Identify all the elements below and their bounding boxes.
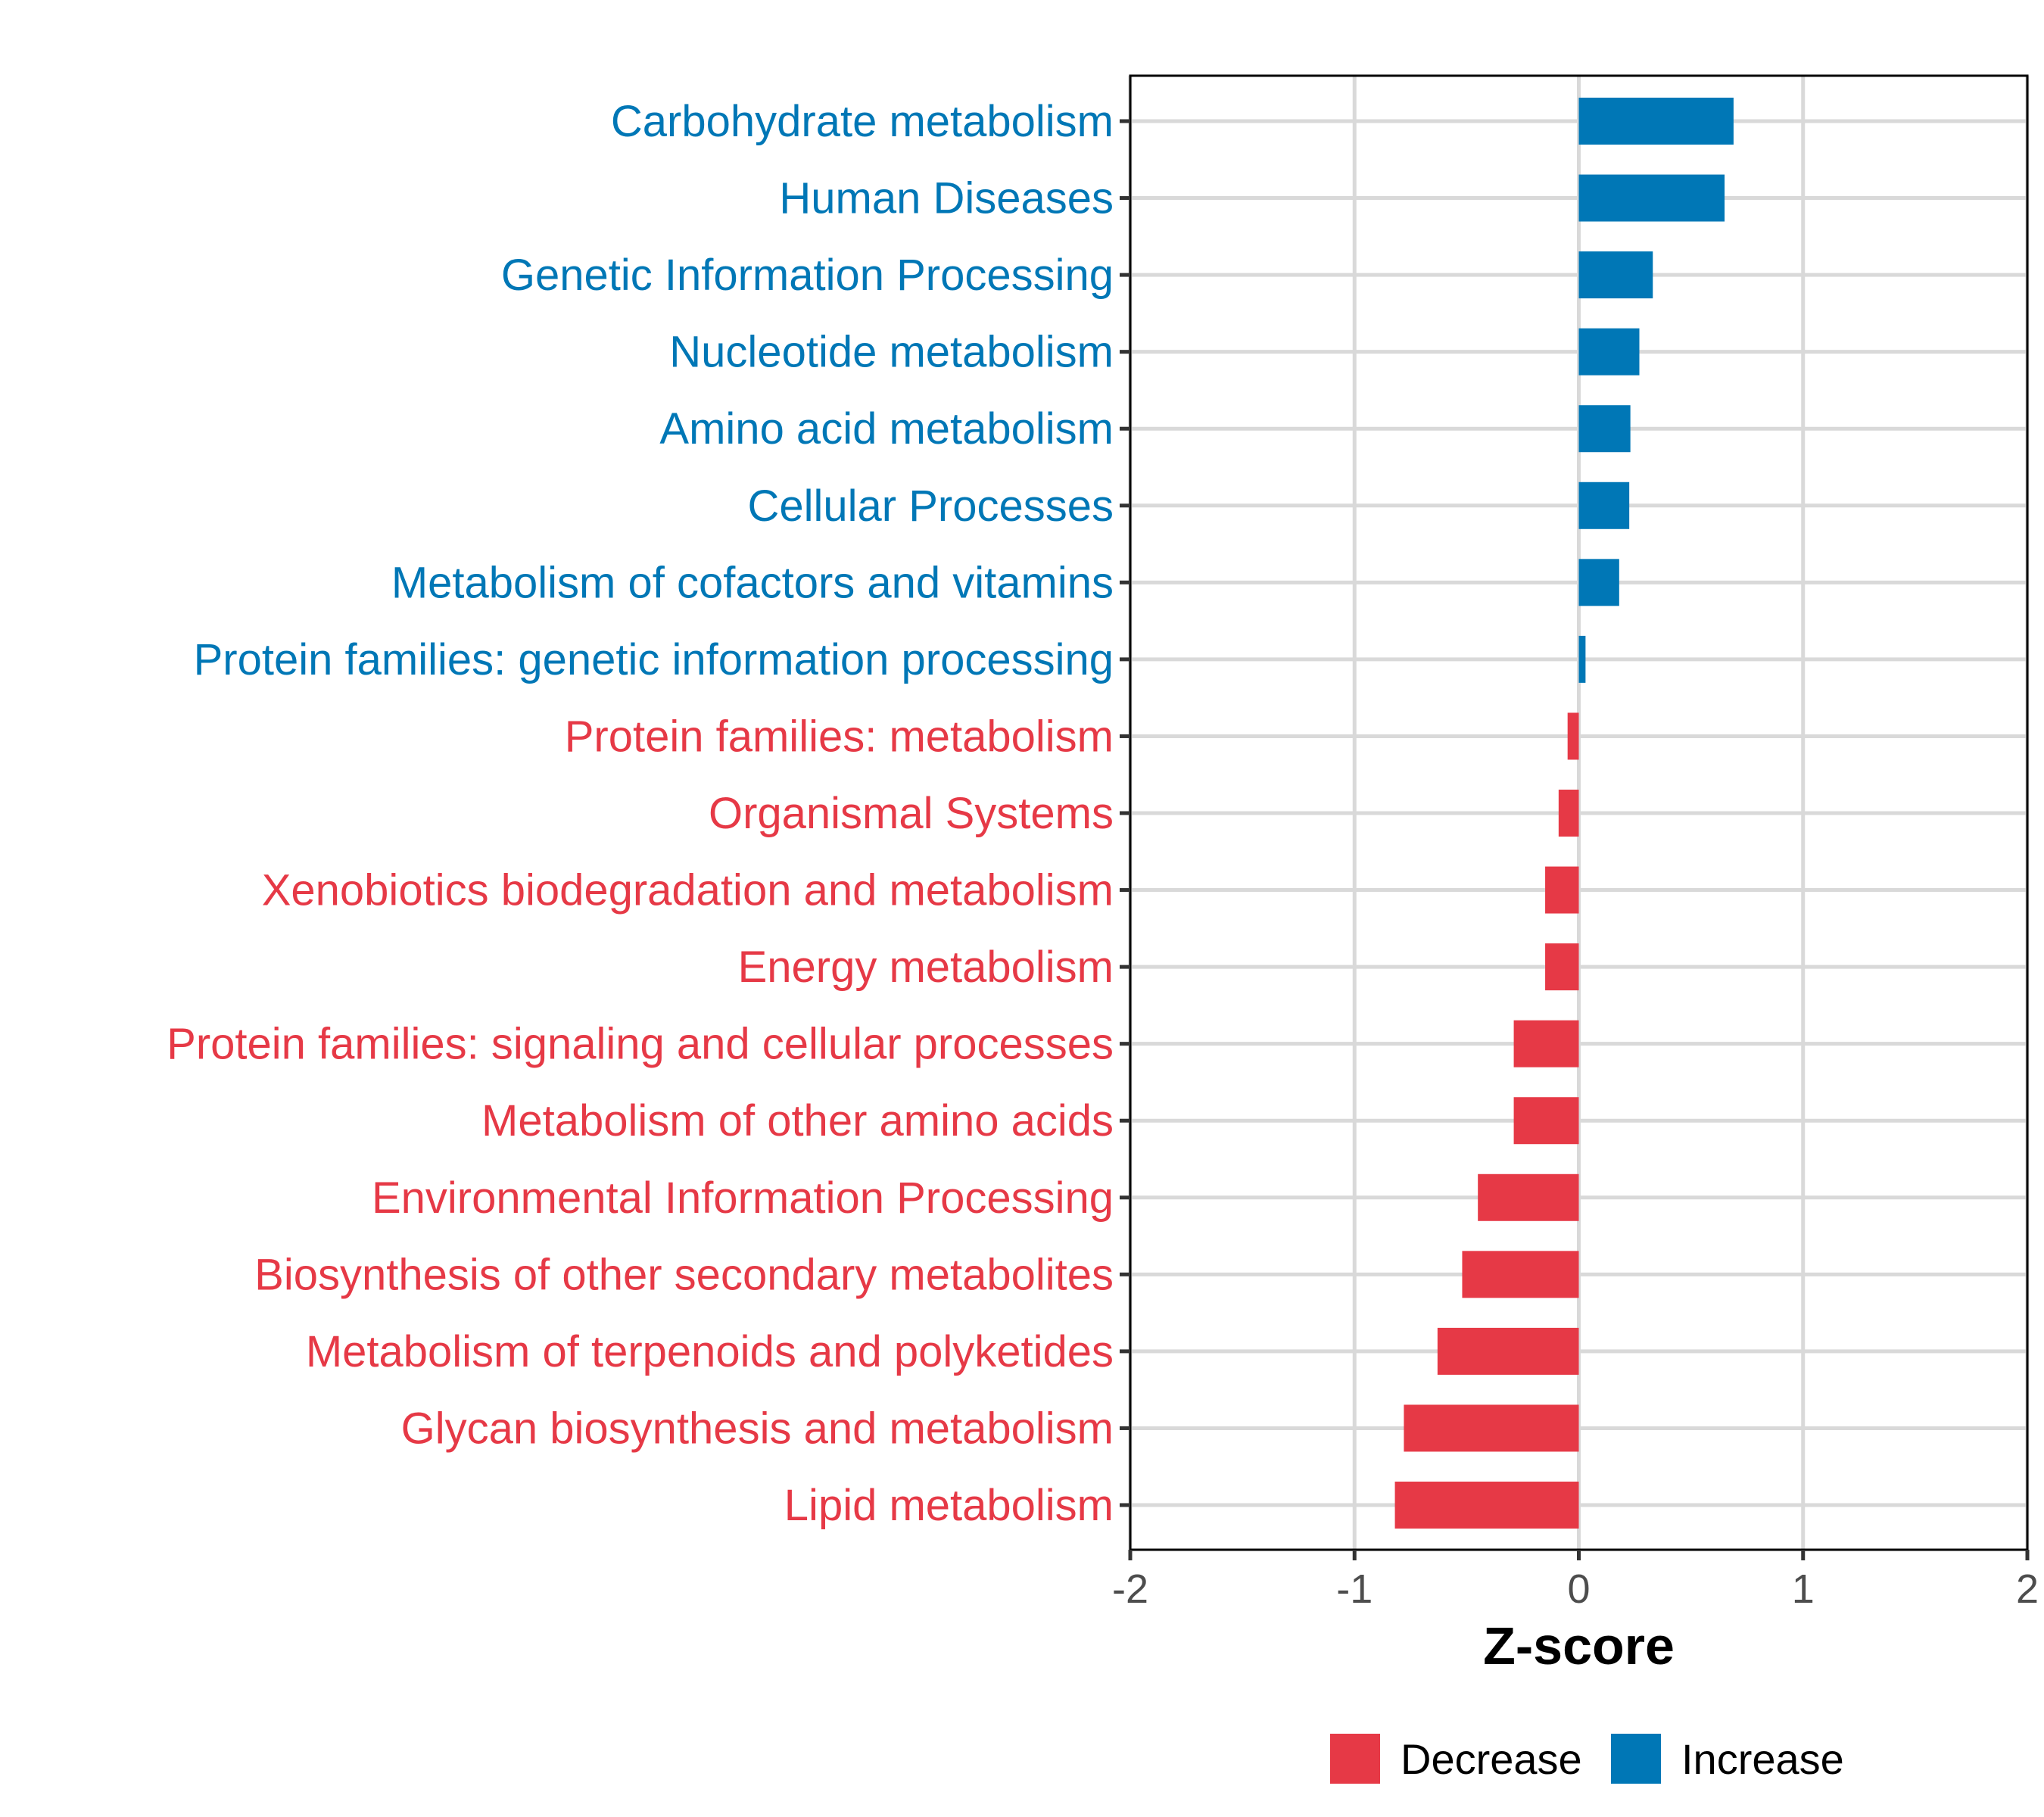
y-tick-label: Organismal Systems: [709, 789, 1114, 838]
bar-4: [1578, 405, 1631, 453]
bar-18: [1394, 1482, 1579, 1529]
x-tick-label: -1: [1336, 1566, 1373, 1612]
bar-0: [1578, 98, 1734, 145]
bar-8: [1567, 712, 1579, 760]
x-tick-label: 2: [2016, 1566, 2039, 1612]
legend-key-increase: [1611, 1734, 1661, 1784]
bar-14: [1478, 1173, 1579, 1221]
bar-1: [1578, 174, 1725, 222]
x-axis-title: Z-score: [1483, 1616, 1675, 1675]
y-tick-label: Environmental Information Processing: [372, 1173, 1114, 1223]
y-axis: Carbohydrate metabolism Human Diseases Gen…: [167, 97, 1130, 1530]
x-tick-label: 1: [1792, 1566, 1815, 1612]
y-tick-label: Genetic Information Processing: [501, 251, 1114, 300]
y-tick-label: Human Diseases: [779, 174, 1114, 223]
bars: [1394, 98, 1734, 1529]
y-tick-label: Energy metabolism: [738, 943, 1114, 992]
bar-7: [1578, 635, 1586, 683]
bar-15: [1462, 1251, 1579, 1298]
y-tick-label: Protein families: metabolism: [565, 712, 1114, 761]
y-tick-label: Biosynthesis of other secondary metaboli…: [254, 1250, 1114, 1299]
y-tick-label: Protein families: genetic information pr…: [194, 635, 1114, 684]
x-axis: -2 -1 0 1 2: [1112, 1550, 2039, 1612]
y-tick-label: Xenobiotics biodegradation and metabolis…: [262, 866, 1114, 915]
bar-5: [1578, 482, 1630, 529]
x-tick-label: 0: [1567, 1566, 1590, 1612]
legend-label-increase: Increase: [1681, 1735, 1844, 1783]
bar-13: [1513, 1097, 1579, 1145]
bar-3: [1578, 328, 1640, 376]
bar-2: [1578, 251, 1653, 299]
bar-6: [1578, 559, 1619, 606]
y-tick-label: Carbohydrate metabolism: [611, 97, 1114, 146]
y-tick-label: Metabolism of cofactors and vitamins: [391, 558, 1114, 607]
bar-17: [1404, 1404, 1579, 1452]
y-tick-label: Cellular Processes: [747, 482, 1114, 531]
bar-12: [1513, 1020, 1579, 1067]
y-tick-label: Lipid metabolism: [784, 1481, 1114, 1530]
bar-11: [1545, 943, 1579, 991]
bar-10: [1545, 866, 1579, 914]
y-tick-label: Protein families: signaling and cellular…: [167, 1020, 1114, 1069]
y-tick-label: Amino acid metabolism: [659, 404, 1114, 453]
bar-16: [1437, 1327, 1579, 1375]
legend-label-decrease: Decrease: [1401, 1735, 1582, 1783]
y-tick-label: Nucleotide metabolism: [669, 328, 1114, 377]
x-tick-label: -2: [1112, 1566, 1148, 1612]
legend-key-decrease: [1330, 1734, 1380, 1784]
bar-9: [1558, 790, 1579, 837]
legend: Decrease Increase: [1330, 1734, 1844, 1784]
y-tick-label: Metabolism of terpenoids and polyketides: [306, 1327, 1114, 1376]
y-tick-label: Metabolism of other amino acids: [481, 1096, 1114, 1145]
y-tick-label: Glycan biosynthesis and metabolism: [401, 1404, 1114, 1453]
